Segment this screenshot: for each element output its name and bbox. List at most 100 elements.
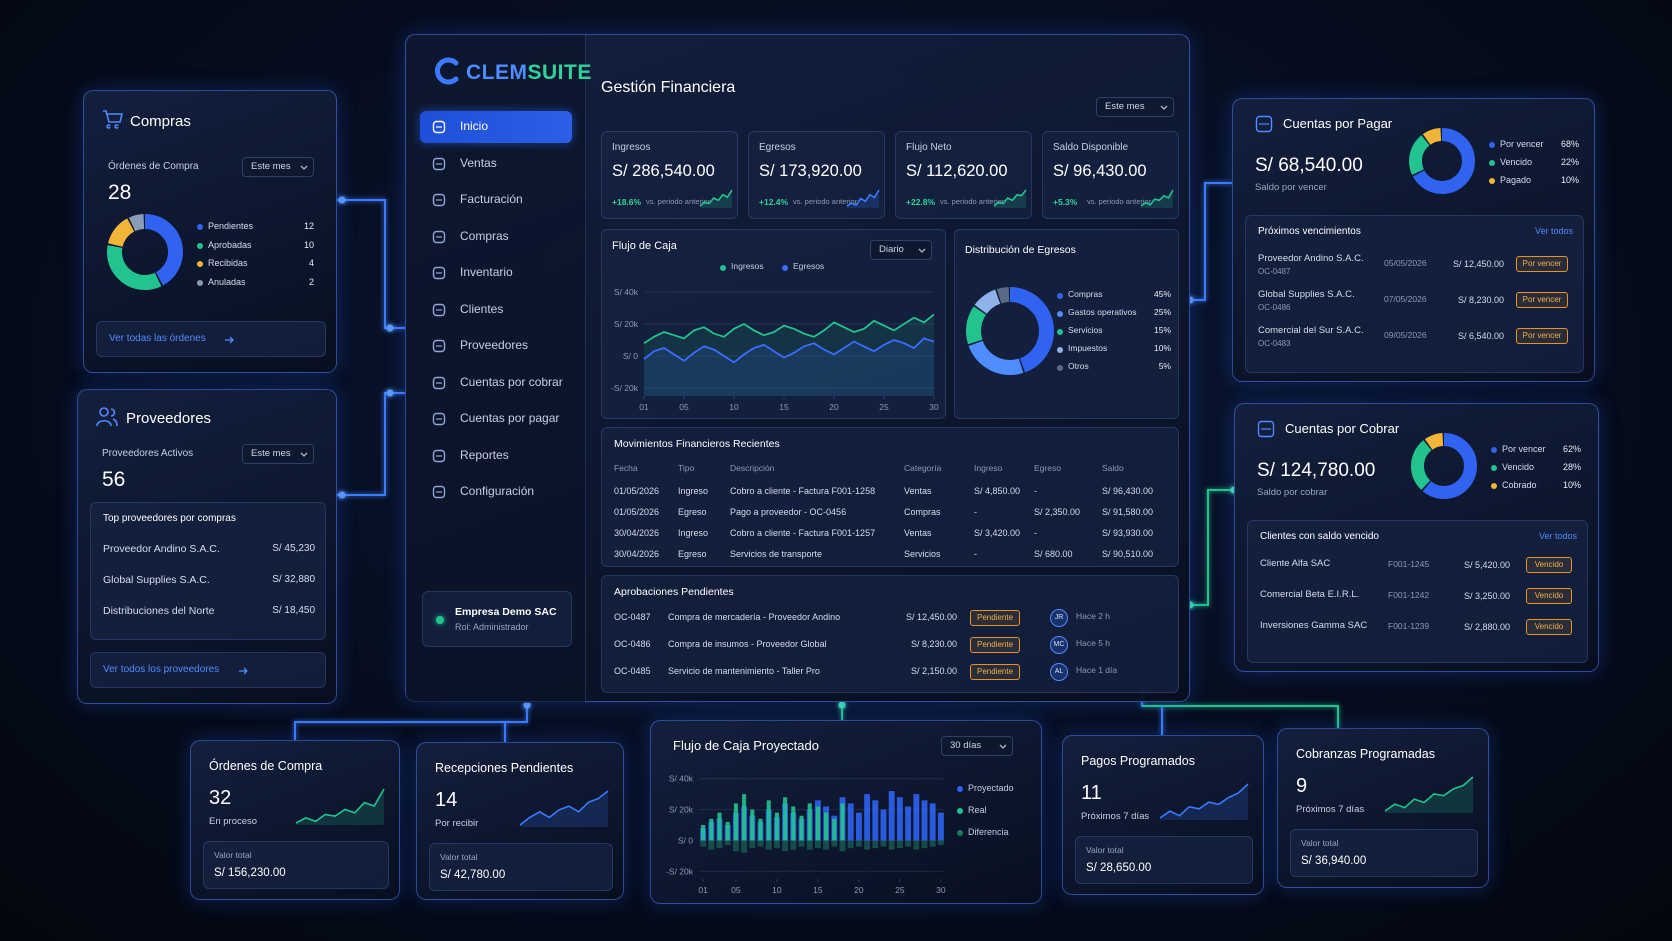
legend-dot — [957, 830, 963, 836]
table-title: Movimientos Financieros Recientes — [614, 438, 780, 450]
list-box: Clientes con saldo vencido Ver todos Clien… — [1247, 520, 1588, 663]
supplier-name: Global Supplies S.A.C. — [103, 574, 210, 586]
sparkline-line — [295, 788, 385, 824]
sparkline-line — [699, 189, 733, 207]
order-code: OC-0487 — [614, 612, 651, 622]
status-badge: Vencido — [1526, 557, 1572, 573]
table-cell: Ventas — [904, 486, 932, 496]
bar — [840, 803, 845, 841]
bar — [905, 840, 912, 847]
nav-label: Inventario — [460, 265, 513, 279]
kpi-change: +5.3% — [1053, 197, 1078, 207]
nav-item[interactable]: Cuentas por pagar — [420, 403, 572, 435]
bar — [823, 840, 830, 850]
nav-item[interactable]: Clientes — [420, 294, 572, 326]
table-cell: Egreso — [678, 549, 707, 559]
donut-chart — [966, 287, 1054, 375]
dropdown-label: 30 días — [950, 740, 982, 751]
table-header: Egreso — [1034, 463, 1061, 473]
x-tick-label: 20 — [854, 885, 864, 895]
dropdown[interactable]: Este mes — [242, 444, 314, 464]
nav-label: Clientes — [460, 301, 504, 316]
legend-label: Por vencer — [1502, 444, 1546, 454]
total-box: Valor total S/ 156,230.00 — [203, 841, 389, 889]
avatar: AL — [1050, 663, 1068, 681]
bar — [832, 818, 837, 841]
nav-item[interactable]: Proveedores — [420, 330, 572, 362]
tile-count: 11 — [1081, 782, 1102, 804]
chevron — [300, 165, 308, 170]
x-tick-label: 30 — [936, 885, 946, 895]
total-label: Valor total — [1086, 845, 1124, 855]
nav-item[interactable]: Inventario — [420, 257, 572, 289]
card-title: Compras — [130, 113, 191, 130]
summary-tile: Pagos Programados 11 Próximos 7 días Valor … — [1062, 735, 1264, 895]
total-label: Valor total — [440, 852, 478, 862]
bar — [758, 818, 763, 841]
series-line — [643, 337, 935, 364]
icon — [432, 412, 446, 426]
legend-label: Por vencer — [1500, 139, 1544, 149]
legend-label: Proyectado — [968, 783, 1014, 793]
bar — [847, 803, 854, 841]
brand-part: CLEM — [466, 61, 528, 84]
row-doc: F001-1242 — [1388, 590, 1430, 600]
kpi-value: S/ 173,920.00 — [759, 162, 862, 180]
bar — [824, 812, 829, 841]
bar — [773, 840, 780, 849]
bar — [790, 840, 797, 850]
list-link: Ver todos — [1538, 531, 1577, 541]
nav-item[interactable]: Cuentas por cobrar — [420, 367, 572, 399]
table-title: Aprobaciones Pendientes — [614, 586, 734, 598]
brand-part: SUITE — [527, 61, 592, 84]
nav-item[interactable]: Facturación — [420, 184, 572, 216]
nav-item[interactable]: Ventas — [420, 148, 572, 180]
link-row[interactable]: Ver todas las órdenes — [96, 321, 326, 357]
kpi-note: vs. periodo anterior — [646, 197, 711, 206]
icon-shape — [432, 193, 446, 207]
dropdown[interactable]: Diario — [870, 240, 932, 260]
table-cell: Compras — [904, 507, 941, 517]
bar — [815, 806, 820, 841]
table-cell: - — [1034, 486, 1037, 496]
link-row[interactable]: Ver todos los proveedores — [90, 652, 326, 688]
legend-value: 12 — [303, 221, 314, 231]
company-card: Empresa Demo SAC Rol: Administrador — [422, 591, 572, 647]
donut-segment — [1411, 433, 1477, 499]
card-amount: S/ 68,540.00 — [1255, 155, 1363, 176]
dropdown[interactable]: Este mes — [242, 157, 314, 177]
x-tick-label: 10 — [729, 402, 739, 412]
legend-dot — [1489, 142, 1495, 148]
x-tick-label: 01 — [698, 885, 708, 895]
nav-item[interactable]: Inicio — [420, 111, 572, 143]
legend-value: 10% — [1153, 343, 1171, 353]
donut-chart — [1411, 433, 1477, 499]
legend-dot — [720, 265, 726, 271]
row-amount: S/ 3,250.00 — [1463, 591, 1510, 601]
nav-item[interactable]: Configuración — [420, 476, 572, 508]
icon — [96, 407, 118, 427]
icon — [432, 266, 446, 280]
sparkline — [1384, 776, 1474, 813]
nav-item[interactable]: Compras — [420, 221, 572, 253]
x-tick-label: 15 — [779, 402, 789, 412]
dropdown[interactable]: 30 días — [941, 736, 1013, 756]
legend-label: Pagado — [1500, 175, 1532, 185]
legend-label: Gastos operativos — [1068, 307, 1137, 317]
bar — [799, 815, 804, 841]
purchases-card: Compras Órdenes de Compra Este mes 28 Pendie… — [83, 90, 337, 373]
icon — [432, 120, 446, 134]
legend-label: Servicios — [1068, 325, 1103, 335]
kpi-change: +18.6% — [612, 197, 642, 207]
bar — [831, 840, 838, 847]
y-tick-label: S/ 40k — [614, 287, 639, 297]
kpi-card: Saldo Disponible S/ 96,430.00 +5.3% vs. per… — [1042, 131, 1179, 219]
sparkline — [699, 189, 733, 208]
bar — [766, 800, 771, 841]
legend-value: 10% — [1560, 175, 1579, 185]
dropdown[interactable]: Este mes — [1096, 97, 1174, 117]
nav-item[interactable]: Reportes — [420, 440, 572, 472]
donut-segment — [107, 214, 183, 290]
chevron — [999, 744, 1007, 749]
x-tick-label: 25 — [895, 885, 905, 895]
